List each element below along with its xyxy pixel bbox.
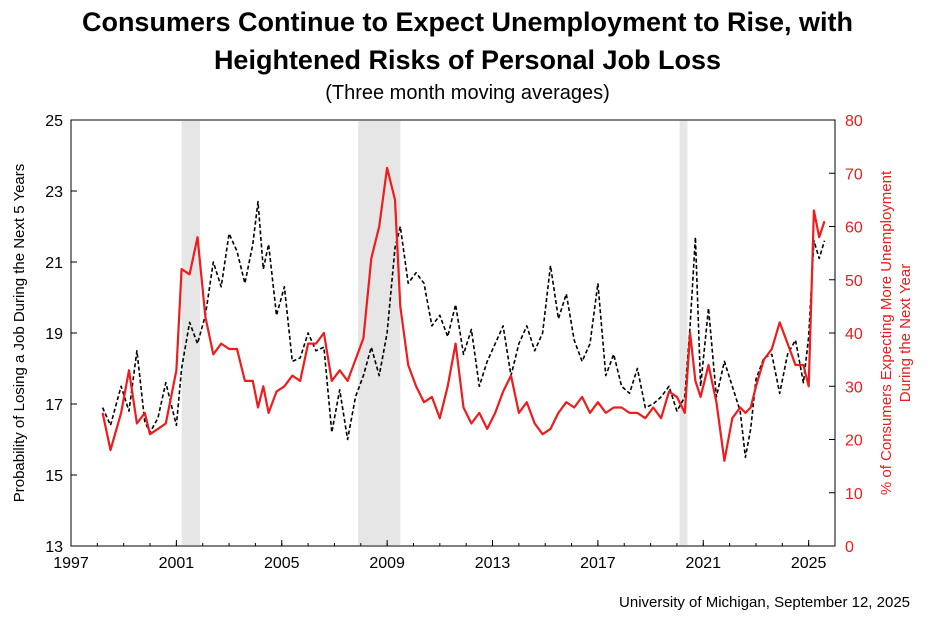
left-y-tick-label: 17 [45, 397, 63, 414]
right-axis-label-line1: % of Consumers Expecting More Unemployme… [878, 170, 895, 495]
right-y-tick-label: 60 [845, 220, 863, 237]
right-y-tick-label: 20 [845, 433, 863, 450]
x-tick-label: 2017 [580, 555, 616, 572]
source-note: University of Michigan, September 12, 20… [619, 594, 910, 611]
recession-band [181, 121, 201, 545]
right-y-tick-label: 0 [845, 539, 854, 556]
chart-title-line1: Consumers Continue to Expect Unemploymen… [81, 7, 854, 37]
x-tick-label: 2001 [159, 555, 195, 572]
left-y-tick-label: 21 [45, 255, 63, 272]
x-tick-label: 1997 [53, 555, 89, 572]
right-y-tick-label: 70 [845, 166, 863, 183]
right-y-tick-label: 80 [845, 113, 863, 130]
left-axis-label: Probability of Losing a Job During the N… [11, 164, 28, 503]
x-tick-label: 2005 [264, 555, 300, 572]
right-axis-label-line2: During the Next Year [897, 264, 914, 402]
x-tick-label: 2013 [475, 555, 511, 572]
recession-shading [181, 121, 688, 545]
chart-title-line2: Heightened Risks of Personal Job Loss [213, 45, 722, 75]
x-tick-label: 2025 [791, 555, 827, 572]
x-tick-label: 2021 [685, 555, 721, 572]
right-y-tick-label: 10 [845, 486, 863, 503]
right-y-tick-label: 40 [845, 326, 863, 343]
series-job-loss-probability-line [101, 200, 826, 459]
left-y-tick-label: 15 [45, 468, 63, 485]
right-y-tick-label: 30 [845, 379, 863, 396]
series-lines [101, 166, 826, 462]
right-y-tick-label: 50 [845, 273, 863, 290]
left-y-tick-label: 23 [45, 184, 63, 201]
series-expect-more-unemployment-line [101, 166, 826, 462]
left-y-tick-label: 19 [45, 326, 63, 343]
chart-subtitle: (Three month moving averages) [325, 82, 610, 104]
recession-band [679, 121, 688, 545]
x-tick-label: 2009 [369, 555, 405, 572]
left-y-tick-label: 13 [45, 539, 63, 556]
left-y-tick-label: 25 [45, 113, 63, 130]
axes: 13 15 17 19 21 23 25 0 10 20 30 40 50 60 70 80 1997 2001 2… [45, 113, 863, 572]
